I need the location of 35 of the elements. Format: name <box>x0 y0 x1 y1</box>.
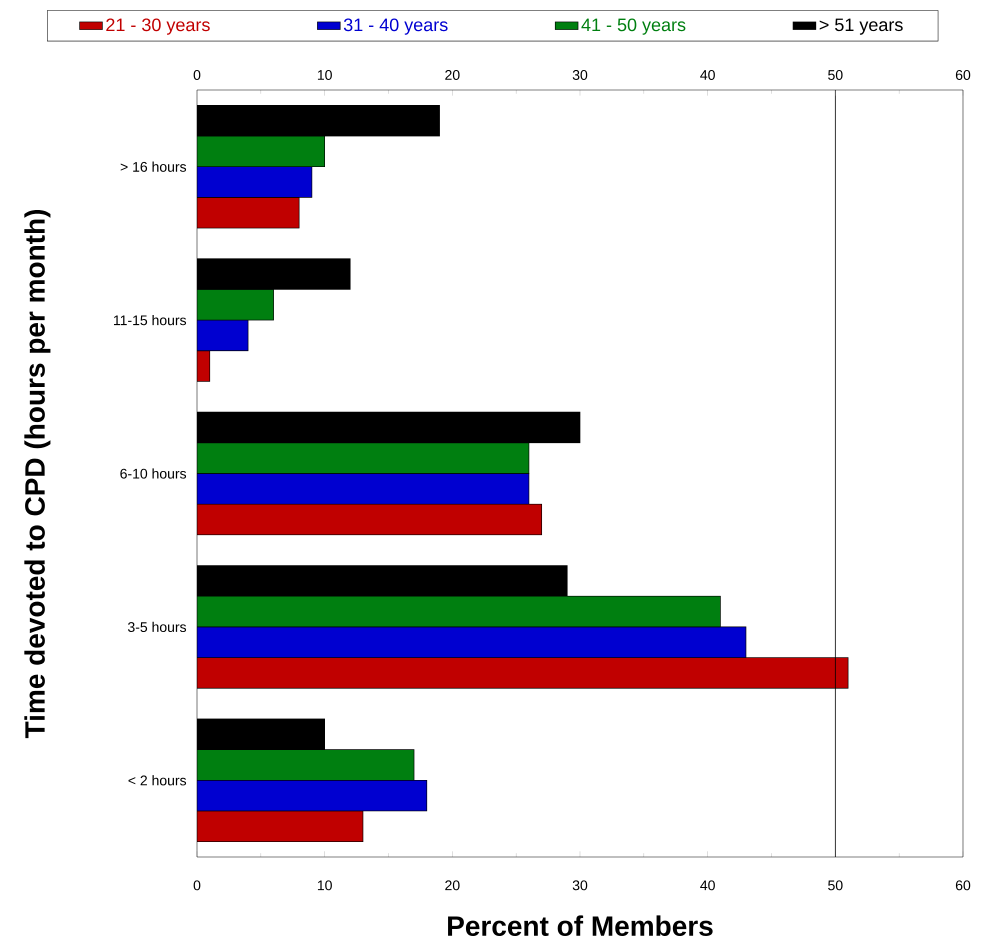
legend-label: 31 - 40 years <box>344 18 448 35</box>
bar <box>197 810 364 842</box>
x-axis-title: Percent of Members <box>448 915 713 936</box>
x2-tick-label: 40 <box>700 880 715 890</box>
bar <box>197 197 300 228</box>
x2-tick-label: 0 <box>194 880 200 890</box>
legend-label: > 51 years <box>820 18 903 35</box>
x-tick-label: 40 <box>700 70 715 80</box>
bar <box>197 320 248 352</box>
y-tick-label: 6-10 hours <box>120 468 186 479</box>
y-tick-label: 11-15 hours <box>114 314 186 326</box>
x-tick-label: 30 <box>572 70 588 80</box>
x-tick-label: 10 <box>318 70 332 80</box>
y-tick-label: < 2 hours <box>128 775 186 786</box>
bar <box>197 504 542 536</box>
x2-tick-label: 60 <box>956 880 970 890</box>
y-axis-title: Time devoted to CPD (hours per month) <box>24 210 50 738</box>
x-tick-label: 50 <box>828 70 843 80</box>
bar <box>197 780 428 812</box>
bar <box>197 350 210 382</box>
x2-tick-label: 50 <box>828 880 843 890</box>
y-tick-label: > 16 hours <box>120 162 186 172</box>
x2-tick-label: 20 <box>445 880 460 890</box>
legend-label: 41 - 50 years <box>581 18 686 35</box>
bar <box>197 626 746 658</box>
x2-tick-label: 10 <box>318 880 332 890</box>
bar <box>197 166 312 198</box>
x-tick-label: 60 <box>956 70 970 80</box>
bar <box>197 473 530 504</box>
legend-label: 21 - 30 years <box>106 18 210 35</box>
x-tick-label: 20 <box>445 70 460 80</box>
x2-tick-label: 30 <box>572 880 588 890</box>
x-tick-label: 0 <box>194 70 200 80</box>
y-tick-label: 3-5 hours <box>128 622 186 632</box>
bar <box>197 657 848 689</box>
